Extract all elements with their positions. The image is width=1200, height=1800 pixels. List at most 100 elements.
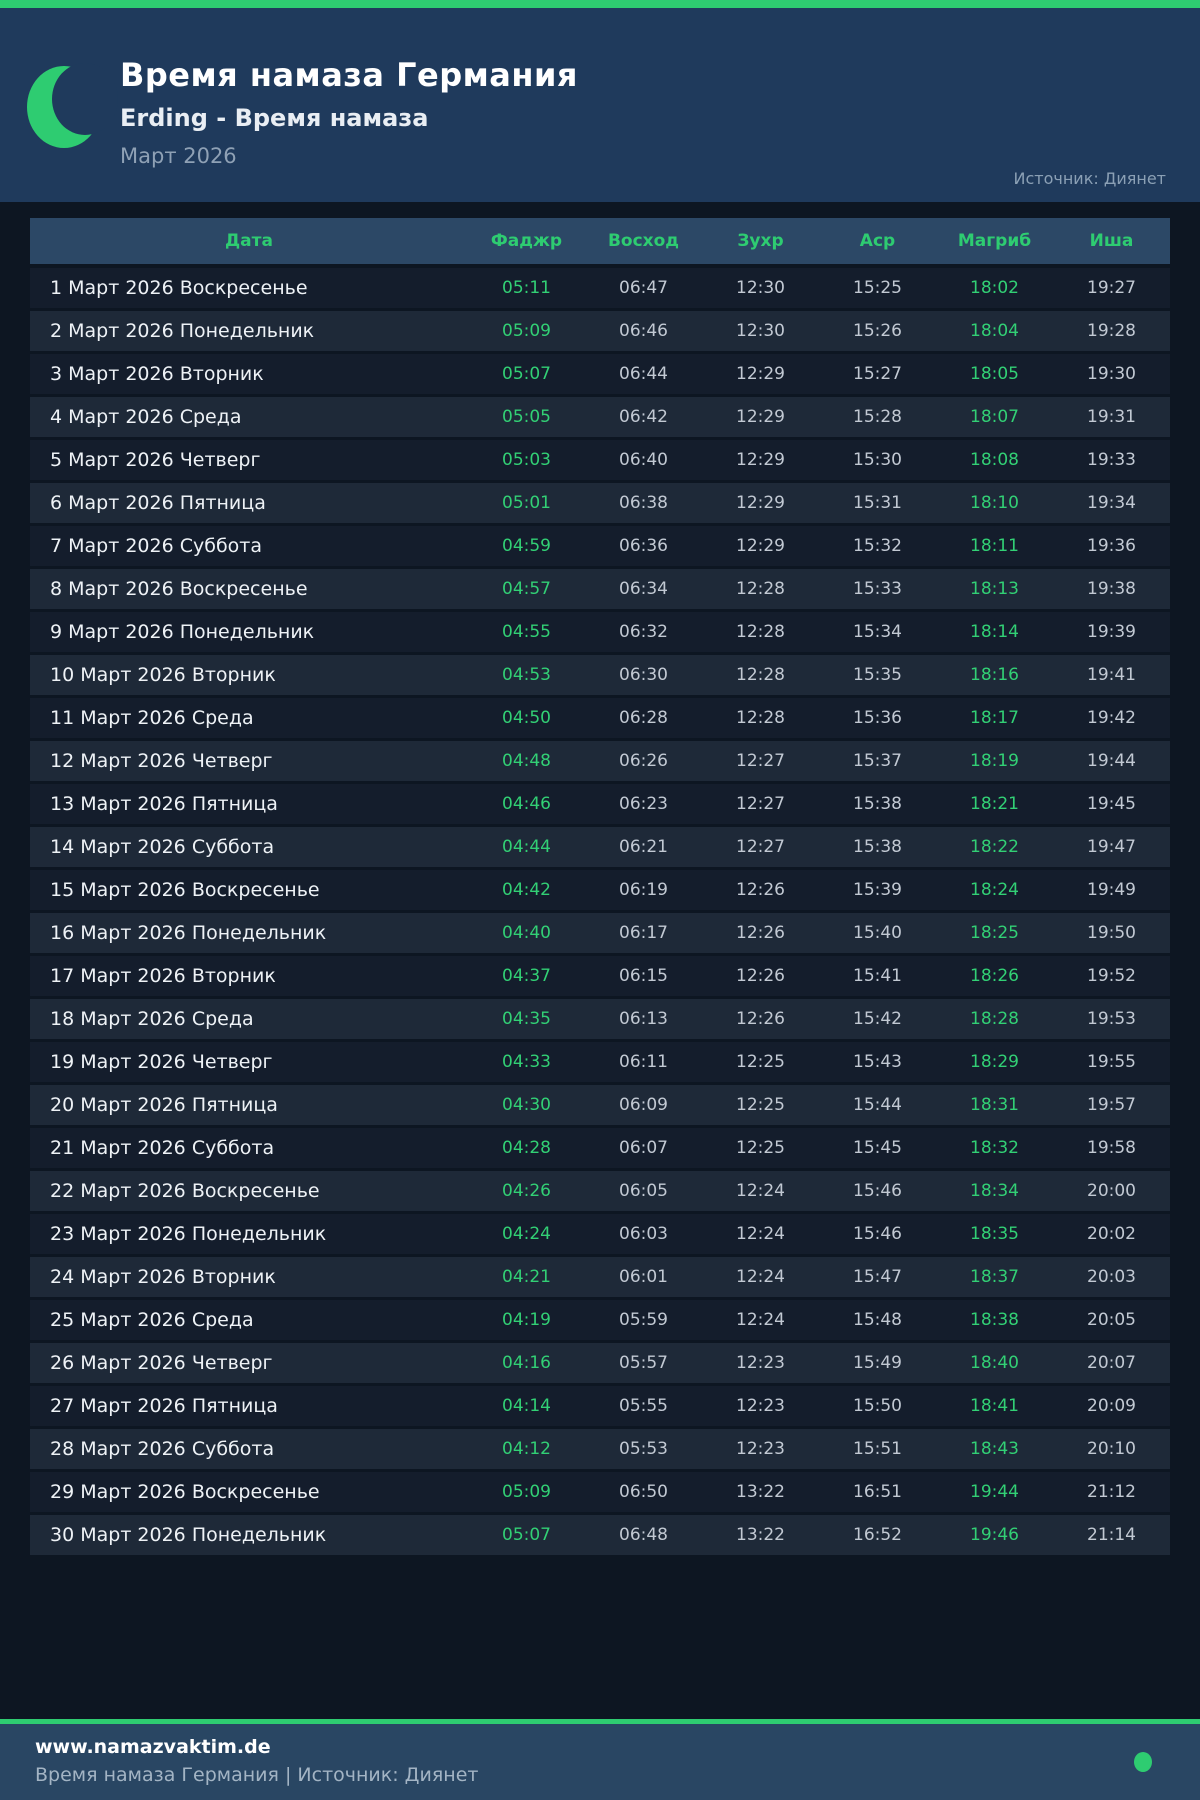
isha-cell: 19:27: [1053, 266, 1170, 311]
date-cell: 27 Март 2026 Пятница: [30, 1384, 468, 1429]
table-row: 9 Март 2026 Понедельник 04:55 06:32 12:2…: [30, 610, 1170, 655]
date-cell: 13 Март 2026 Пятница: [30, 782, 468, 827]
table-row: 13 Март 2026 Пятница 04:46 06:23 12:27 1…: [30, 782, 1170, 827]
asr-cell: 15:33: [819, 567, 936, 612]
fajr-cell: 04:21: [468, 1255, 585, 1300]
sunrise-cell: 06:26: [585, 739, 702, 784]
maghrib-cell: 18:04: [936, 309, 1053, 354]
asr-cell: 15:46: [819, 1169, 936, 1214]
dhuhr-cell: 12:24: [702, 1169, 819, 1214]
dhuhr-cell: 12:28: [702, 567, 819, 612]
dhuhr-cell: 12:30: [702, 309, 819, 354]
isha-cell: 20:05: [1053, 1298, 1170, 1343]
fajr-cell: 04:26: [468, 1169, 585, 1214]
table-row: 3 Март 2026 Вторник 05:07 06:44 12:29 15…: [30, 352, 1170, 397]
sunrise-cell: 06:50: [585, 1470, 702, 1515]
sunrise-cell: 06:47: [585, 266, 702, 311]
website-url[interactable]: www.namazvaktim.de: [35, 1736, 271, 1758]
fajr-cell: 05:01: [468, 481, 585, 526]
date-cell: 10 Март 2026 Вторник: [30, 653, 468, 698]
maghrib-cell: 18:38: [936, 1298, 1053, 1343]
dhuhr-cell: 12:30: [702, 266, 819, 311]
sunrise-cell: 06:01: [585, 1255, 702, 1300]
isha-cell: 19:58: [1053, 1126, 1170, 1171]
green-dot-icon: [1134, 1752, 1152, 1772]
table-row: 1 Март 2026 Воскресенье 05:11 06:47 12:3…: [30, 266, 1170, 311]
date-cell: 20 Март 2026 Пятница: [30, 1083, 468, 1128]
dhuhr-cell: 12:29: [702, 438, 819, 483]
fajr-cell: 05:05: [468, 395, 585, 440]
sunrise-cell: 06:05: [585, 1169, 702, 1214]
sunrise-cell: 06:46: [585, 309, 702, 354]
asr-cell: 15:47: [819, 1255, 936, 1300]
sunrise-cell: 06:11: [585, 1040, 702, 1085]
footer-caption: Время намаза Германия | Источник: Диянет: [35, 1764, 479, 1786]
maghrib-cell: 18:19: [936, 739, 1053, 784]
fajr-cell: 04:57: [468, 567, 585, 612]
fajr-cell: 05:09: [468, 309, 585, 354]
column-header-asr: Аср: [819, 218, 936, 268]
isha-cell: 20:07: [1053, 1341, 1170, 1386]
fajr-cell: 04:14: [468, 1384, 585, 1429]
crescent-moon-icon: [27, 63, 118, 148]
sunrise-cell: 05:53: [585, 1427, 702, 1472]
date-cell: 22 Март 2026 Воскресенье: [30, 1169, 468, 1214]
footer: www.namazvaktim.de Время намаза Германия…: [0, 1724, 1200, 1800]
source-label: Источник: Диянет: [1013, 169, 1166, 188]
asr-cell: 16:51: [819, 1470, 936, 1515]
fajr-cell: 04:35: [468, 997, 585, 1042]
maghrib-cell: 18:07: [936, 395, 1053, 440]
table-row: 23 Март 2026 Понедельник 04:24 06:03 12:…: [30, 1212, 1170, 1257]
asr-cell: 15:50: [819, 1384, 936, 1429]
date-cell: 14 Март 2026 Суббота: [30, 825, 468, 870]
isha-cell: 19:30: [1053, 352, 1170, 397]
fajr-cell: 04:53: [468, 653, 585, 698]
table-row: 29 Март 2026 Воскресенье 05:09 06:50 13:…: [30, 1470, 1170, 1515]
dhuhr-cell: 12:27: [702, 782, 819, 827]
dhuhr-cell: 12:26: [702, 911, 819, 956]
table-row: 11 Март 2026 Среда 04:50 06:28 12:28 15:…: [30, 696, 1170, 741]
isha-cell: 20:00: [1053, 1169, 1170, 1214]
prayer-table-body: 1 Март 2026 Воскресенье 05:11 06:47 12:3…: [30, 266, 1170, 1558]
table-row: 24 Март 2026 Вторник 04:21 06:01 12:24 1…: [30, 1255, 1170, 1300]
maghrib-cell: 18:41: [936, 1384, 1053, 1429]
asr-cell: 15:44: [819, 1083, 936, 1128]
dhuhr-cell: 12:26: [702, 997, 819, 1042]
isha-cell: 19:57: [1053, 1083, 1170, 1128]
sunrise-cell: 06:21: [585, 825, 702, 870]
maghrib-cell: 18:22: [936, 825, 1053, 870]
fajr-cell: 04:50: [468, 696, 585, 741]
dhuhr-cell: 12:24: [702, 1255, 819, 1300]
dhuhr-cell: 12:23: [702, 1341, 819, 1386]
table-row: 22 Март 2026 Воскресенье 04:26 06:05 12:…: [30, 1169, 1170, 1214]
dhuhr-cell: 12:29: [702, 481, 819, 526]
column-header-isha: Иша: [1053, 218, 1170, 268]
date-cell: 6 Март 2026 Пятница: [30, 481, 468, 526]
sunrise-cell: 06:30: [585, 653, 702, 698]
asr-cell: 15:43: [819, 1040, 936, 1085]
table-row: 7 Март 2026 Суббота 04:59 06:36 12:29 15…: [30, 524, 1170, 569]
maghrib-cell: 18:34: [936, 1169, 1053, 1214]
isha-cell: 19:52: [1053, 954, 1170, 999]
isha-cell: 19:53: [1053, 997, 1170, 1042]
asr-cell: 15:51: [819, 1427, 936, 1472]
fajr-cell: 04:59: [468, 524, 585, 569]
maghrib-cell: 18:10: [936, 481, 1053, 526]
dhuhr-cell: 13:22: [702, 1513, 819, 1558]
fajr-cell: 04:44: [468, 825, 585, 870]
dhuhr-cell: 12:28: [702, 696, 819, 741]
isha-cell: 21:14: [1053, 1513, 1170, 1558]
date-cell: 29 Март 2026 Воскресенье: [30, 1470, 468, 1515]
maghrib-cell: 18:32: [936, 1126, 1053, 1171]
isha-cell: 20:10: [1053, 1427, 1170, 1472]
maghrib-cell: 18:35: [936, 1212, 1053, 1257]
date-cell: 4 Март 2026 Среда: [30, 395, 468, 440]
maghrib-cell: 18:40: [936, 1341, 1053, 1386]
table-row: 21 Март 2026 Суббота 04:28 06:07 12:25 1…: [30, 1126, 1170, 1171]
maghrib-cell: 18:14: [936, 610, 1053, 655]
asr-cell: 15:37: [819, 739, 936, 784]
sunrise-cell: 05:55: [585, 1384, 702, 1429]
date-cell: 25 Март 2026 Среда: [30, 1298, 468, 1343]
fajr-cell: 04:55: [468, 610, 585, 655]
dhuhr-cell: 12:24: [702, 1212, 819, 1257]
